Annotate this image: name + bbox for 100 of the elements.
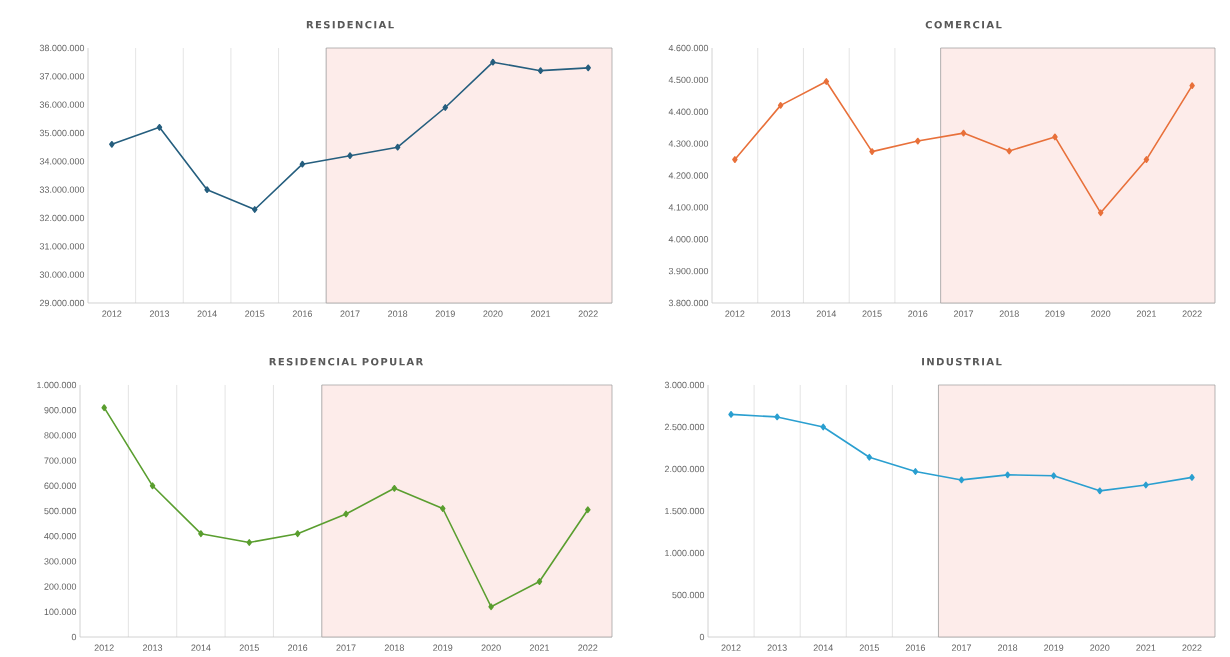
point xyxy=(1097,487,1103,495)
x-tick-label: 2015 xyxy=(245,310,265,317)
point xyxy=(294,530,301,538)
y-tick-label: 35.000.000 xyxy=(39,129,85,137)
y-tick-label: 500.000 xyxy=(672,591,705,599)
point xyxy=(1143,481,1149,489)
x-tick-label: 2014 xyxy=(816,310,837,317)
y-tick-label: 30.000.000 xyxy=(39,271,85,278)
y-tick-label: 4.100.000 xyxy=(668,204,709,211)
x-tick-label: 2012 xyxy=(102,310,122,317)
chart-title: COMERCIAL xyxy=(925,20,1002,29)
point xyxy=(391,484,398,492)
point xyxy=(204,186,210,194)
x-tick-label: 2022 xyxy=(578,644,598,651)
y-tick-label: 800.000 xyxy=(44,432,77,439)
chart-title: RESIDENCIAL POPULAR xyxy=(269,357,424,366)
y-tick-label: 4.000.000 xyxy=(668,236,709,243)
y-tick-label: 500.000 xyxy=(44,507,77,515)
point xyxy=(1006,147,1012,155)
x-tick-label: 2013 xyxy=(143,644,163,651)
x-tick-label: 2012 xyxy=(725,310,745,317)
y-tick-label: 4.400.000 xyxy=(668,108,709,115)
y-tick-label: 1.000.000 xyxy=(37,381,77,389)
x-tick-label: 2016 xyxy=(905,644,926,651)
point xyxy=(1189,474,1195,481)
point xyxy=(156,123,163,131)
x-tick-label: 2014 xyxy=(813,644,833,651)
point xyxy=(774,413,780,421)
point xyxy=(488,603,494,611)
x-tick-label: 2021 xyxy=(1136,644,1156,651)
x-tick-label: 2013 xyxy=(767,644,787,651)
y-tick-label: 32.000.000 xyxy=(39,214,85,222)
point xyxy=(728,411,734,418)
point xyxy=(869,148,875,155)
point xyxy=(439,505,446,512)
point xyxy=(343,510,349,518)
x-tick-label: 2015 xyxy=(862,310,882,317)
y-tick-label: 0 xyxy=(699,633,705,641)
y-tick-label: 29.000.000 xyxy=(39,299,85,307)
point xyxy=(820,423,826,431)
x-tick-label: 2013 xyxy=(149,310,170,317)
y-tick-label: 4.500.000 xyxy=(668,76,709,84)
x-tick-label: 2017 xyxy=(953,310,974,317)
point xyxy=(1143,156,1150,163)
x-tick-label: 2013 xyxy=(771,310,791,317)
y-tick-label: 0 xyxy=(71,633,77,641)
x-tick-label: 2021 xyxy=(531,310,551,317)
y-tick-label: 33.000.000 xyxy=(39,186,85,193)
y-tick-label: 200.000 xyxy=(44,583,77,590)
y-tick-label: 31.000.000 xyxy=(39,243,85,250)
y-tick-label: 34.000.000 xyxy=(39,158,85,165)
x-tick-label: 2020 xyxy=(1090,644,1110,651)
x-tick-label: 2017 xyxy=(951,644,972,651)
y-tick-label: 3.900.000 xyxy=(668,267,709,275)
point xyxy=(823,78,830,85)
point xyxy=(299,160,306,168)
point xyxy=(1189,82,1195,90)
y-tick-label: 1.000.000 xyxy=(665,549,705,557)
y-tick-label: 3.800.000 xyxy=(668,299,709,307)
x-tick-label: 2018 xyxy=(384,644,404,651)
y-tick-label: 600.000 xyxy=(44,482,77,489)
y-tick-label: 900.000 xyxy=(44,407,77,414)
x-tick-label: 2022 xyxy=(1182,310,1202,317)
point xyxy=(777,101,784,109)
point xyxy=(442,104,449,111)
x-tick-label: 2019 xyxy=(1045,310,1065,317)
x-tick-label: 2019 xyxy=(1044,644,1064,651)
x-tick-label: 2019 xyxy=(435,310,455,317)
y-tick-label: 100.000 xyxy=(44,608,77,615)
y-tick-label: 400.000 xyxy=(44,533,77,540)
point xyxy=(915,137,921,145)
x-tick-label: 2018 xyxy=(998,644,1018,651)
x-tick-label: 2012 xyxy=(721,644,741,651)
x-tick-label: 2016 xyxy=(288,644,308,651)
point xyxy=(109,140,115,148)
point xyxy=(732,156,738,163)
point xyxy=(490,58,496,66)
x-tick-label: 2021 xyxy=(1136,310,1156,317)
x-tick-label: 2014 xyxy=(197,310,217,317)
x-tick-label: 2020 xyxy=(1091,310,1111,317)
y-tick-label: 4.200.000 xyxy=(668,172,709,179)
y-tick-label: 37.000.000 xyxy=(39,73,85,80)
y-tick-label: 3.000.000 xyxy=(664,381,705,389)
x-tick-label: 2022 xyxy=(578,310,598,317)
point xyxy=(585,506,591,514)
x-tick-label: 2020 xyxy=(481,644,501,651)
x-tick-label: 2017 xyxy=(336,644,356,651)
point xyxy=(536,578,543,585)
x-tick-label: 2019 xyxy=(433,644,453,651)
y-tick-label: 4.600.000 xyxy=(668,44,709,52)
x-tick-label: 2018 xyxy=(999,310,1019,317)
y-tick-label: 2.500.000 xyxy=(664,423,705,431)
point xyxy=(1097,209,1104,217)
x-tick-label: 2012 xyxy=(94,644,114,651)
y-tick-label: 700.000 xyxy=(44,457,77,464)
point xyxy=(394,143,401,151)
point xyxy=(198,530,204,538)
point xyxy=(1052,133,1058,141)
x-tick-label: 2017 xyxy=(340,310,360,317)
point xyxy=(866,453,873,461)
